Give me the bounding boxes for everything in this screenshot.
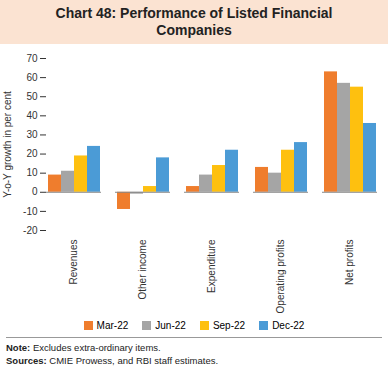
- svg-text:Expenditure: Expenditure: [206, 239, 217, 293]
- html-text:Chart 48: Performance of Liste: Chart 48: Performance of Listed Financia…: [55, 5, 333, 38]
- svg-text:Net profits: Net profits: [344, 240, 355, 286]
- svg-text:Other income: Other income: [137, 239, 148, 299]
- svg-text:20: 20: [26, 148, 38, 159]
- svg-text:-20: -20: [23, 225, 38, 236]
- html-text:Jun-22: Jun-22: [155, 320, 186, 331]
- svg-text:50: 50: [26, 91, 38, 102]
- svg-text:Operating profits: Operating profits: [275, 240, 286, 314]
- html-text:Sources: CMIE Prowess, and RBI: Sources: CMIE Prowess, and RBI staff est…: [6, 355, 219, 366]
- svg-text:Revenues: Revenues: [68, 240, 79, 285]
- svg-text:60: 60: [26, 72, 38, 83]
- svg-text:70: 70: [26, 53, 38, 64]
- svg-text:Y-o-Y growth in per cent: Y-o-Y growth in per cent: [2, 91, 13, 198]
- svg-text:0: 0: [32, 186, 38, 197]
- svg-text:10: 10: [26, 167, 38, 178]
- html-text:Note: Excludes extra-ordinary: Note: Excludes extra-ordinary items.: [6, 342, 161, 353]
- svg-text:30: 30: [26, 129, 38, 140]
- svg-text:40: 40: [26, 110, 38, 121]
- svg-text:-10: -10: [23, 206, 38, 217]
- html-text:Mar-22: Mar-22: [96, 320, 129, 331]
- html-text:Sep-22: Sep-22: [212, 320, 246, 331]
- html-text:Dec-22: Dec-22: [272, 320, 305, 331]
